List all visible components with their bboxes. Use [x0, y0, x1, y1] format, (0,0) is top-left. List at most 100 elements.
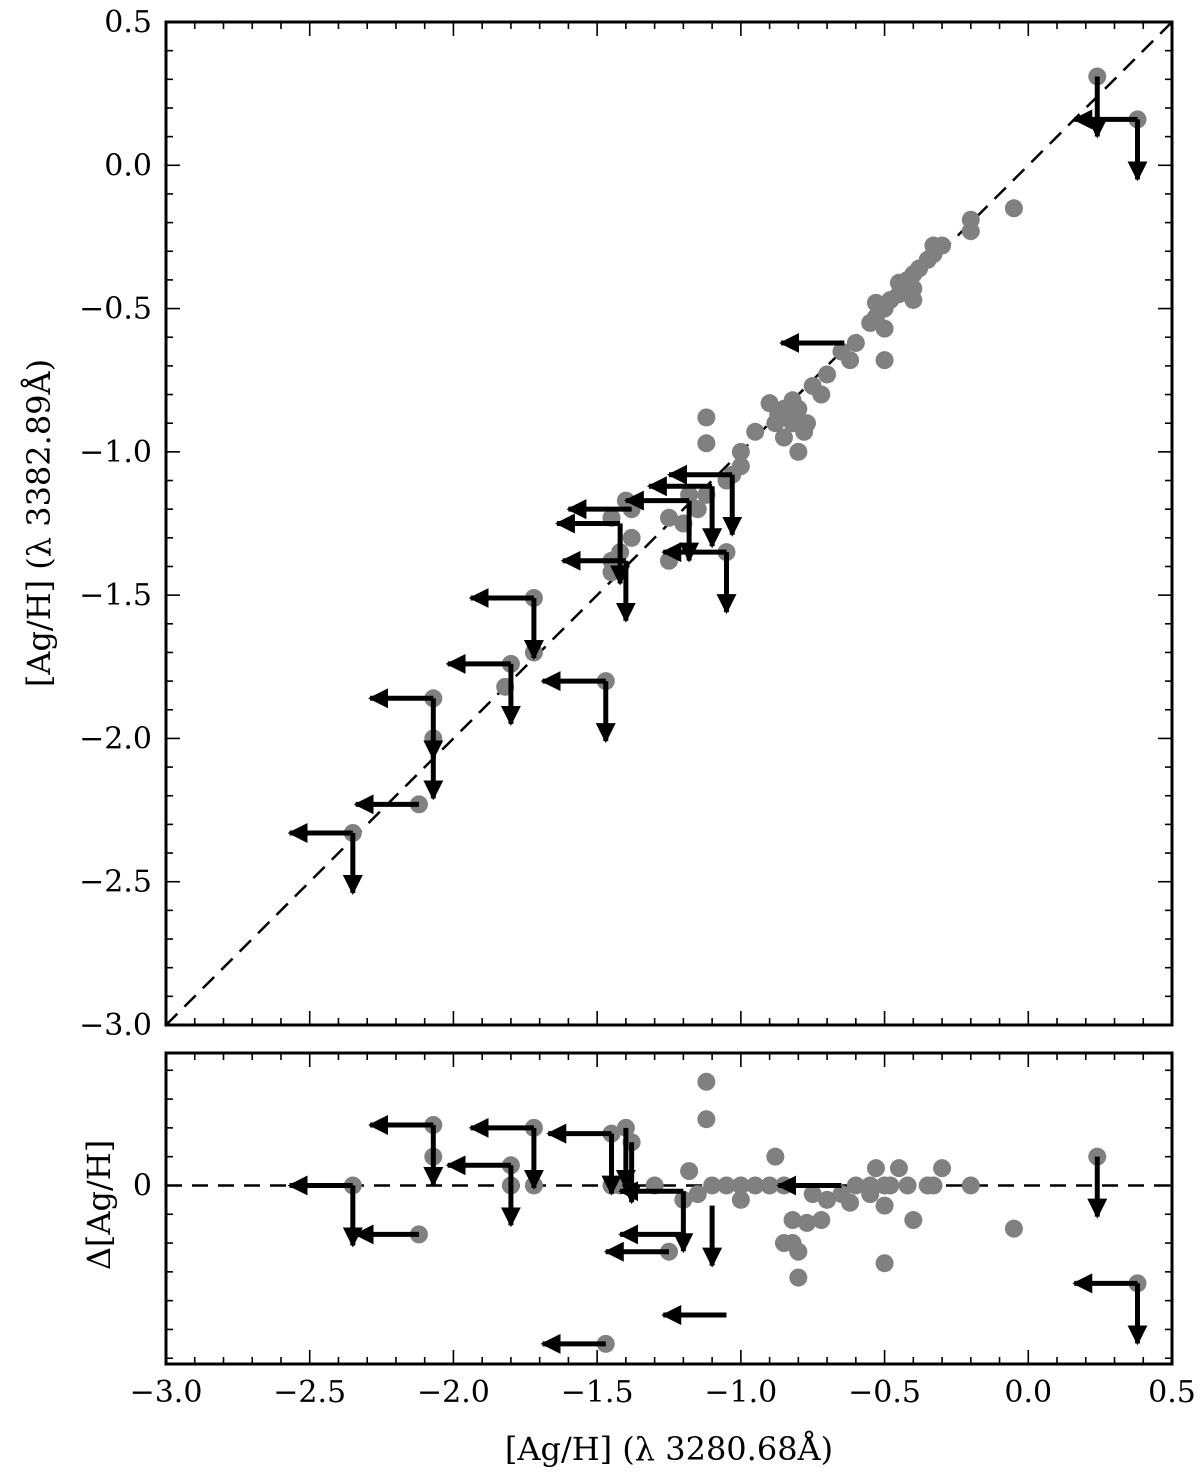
residual-upper-limit-arrow	[1072, 1273, 1148, 1346]
main-data-point	[789, 442, 808, 461]
residual-y-tick-label: 0	[133, 1168, 152, 1203]
main-data-point	[746, 422, 765, 441]
residual-data-point	[898, 1176, 917, 1195]
x-tick-label: −2.0	[417, 1375, 490, 1410]
residual-data-point	[918, 1176, 937, 1195]
residual-data-point	[731, 1190, 750, 1209]
main-data-point	[866, 293, 885, 312]
main-data-point	[783, 414, 802, 433]
x-tick-label: 0.5	[1148, 1375, 1196, 1410]
main-upper-limit-arrow	[445, 653, 521, 726]
residual-plot-frame	[164, 1051, 1174, 1366]
residual-data-point	[766, 1147, 785, 1166]
main-plot-frame	[164, 20, 1174, 1027]
residual-upper-limits	[287, 1114, 1148, 1354]
main-data-point	[774, 428, 793, 447]
main-data-point	[803, 376, 822, 395]
main-data-point	[1004, 199, 1023, 218]
residual-points	[343, 1072, 1147, 1353]
main-upper-limit-arrow	[368, 688, 444, 761]
residual-data-point	[846, 1176, 865, 1195]
residual-data-point	[866, 1159, 885, 1178]
residual-data-point	[697, 1110, 716, 1129]
main-data-point	[622, 528, 641, 547]
main-data-point	[832, 342, 851, 361]
residual-ticks: −3.0 −2.5 −2.0 −1.5 −1.0 −0.5 0.0 0.5 0	[130, 1053, 1196, 1410]
residual-data-point	[933, 1159, 952, 1178]
main-upper-limit-arrow	[1072, 109, 1148, 182]
residual-panel: −3.0 −2.5 −2.0 −1.5 −1.0 −0.5 0.0 0.5 0	[130, 1051, 1196, 1410]
main-ticks: −3.0 −2.5 −2.0 −1.5 −1.0 −0.5 0.0 0.5	[79, 5, 1173, 1043]
residual-upper-limit-arrow	[287, 1175, 363, 1248]
residual-data-point	[688, 1185, 707, 1204]
residual-data-point	[680, 1162, 699, 1181]
residual-data-point	[803, 1185, 822, 1204]
residual-data-point	[875, 1176, 894, 1195]
main-data-point	[766, 414, 785, 433]
residual-data-point	[717, 1176, 736, 1195]
residual-upper-limit-arrow	[468, 1117, 544, 1190]
x-tick-label: −1.0	[704, 1375, 777, 1410]
main-data-point	[875, 351, 894, 370]
main-upper-limit-arrow	[667, 464, 743, 537]
main-data-point	[697, 408, 716, 427]
residual-upper-limit-arrow	[445, 1155, 521, 1228]
main-upper-limits	[287, 76, 1148, 895]
main-y-tick-label: 0.0	[104, 148, 152, 183]
main-data-point	[697, 434, 716, 453]
main-data-point	[760, 394, 779, 413]
main-y-tick-label: −1.0	[79, 435, 152, 470]
x-tick-label: 0.0	[1004, 1375, 1052, 1410]
main-y-tick-label: −2.5	[79, 865, 152, 900]
residual-data-point	[861, 1185, 880, 1204]
main-panel: −3.0 −2.5 −2.0 −1.5 −1.0 −0.5 0.0 0.5	[79, 5, 1174, 1043]
main-data-point	[731, 442, 750, 461]
main-y-tick-label: −3.0	[79, 1008, 152, 1043]
main-data-point	[961, 222, 980, 241]
residual-data-point	[703, 1176, 722, 1195]
main-upper-limit-arrow	[560, 550, 636, 623]
main-upper-limit-arrow	[540, 671, 616, 744]
residual-data-point	[904, 1211, 923, 1230]
main-upper-limit-arrow	[661, 542, 737, 615]
main-upper-limit-arrow	[554, 513, 631, 586]
residual-data-point	[797, 1213, 816, 1232]
main-data-point	[688, 500, 707, 519]
main-data-point	[861, 313, 880, 332]
residual-upper-limit-arrow	[368, 1114, 444, 1187]
x-tick-label: −0.5	[848, 1375, 921, 1410]
main-data-point	[904, 290, 923, 309]
main-points	[343, 67, 1147, 842]
residual-data-point	[774, 1234, 793, 1253]
residual-data-point	[789, 1268, 808, 1287]
residual-data-point	[697, 1072, 716, 1091]
main-upper-limit-arrow	[287, 822, 363, 895]
main-y-tick-label: 0.5	[104, 5, 152, 40]
residual-data-point	[832, 1185, 851, 1204]
main-y-tick-label: −1.5	[79, 578, 152, 613]
residual-data-point	[961, 1176, 980, 1195]
x-tick-label: −2.5	[273, 1375, 346, 1410]
main-data-point	[846, 333, 865, 352]
residual-upper-limit-arrow	[546, 1123, 622, 1196]
residual-y-axis-title: Δ[Ag/H]	[80, 1140, 118, 1270]
main-y-axis-title: [Ag/H] (λ 3382.89Å)	[20, 359, 58, 687]
residual-data-point	[731, 1176, 750, 1195]
residual-data-point	[889, 1159, 908, 1178]
residual-data-point	[818, 1190, 837, 1209]
residual-data-point	[875, 1196, 894, 1215]
residual-data-point	[875, 1254, 894, 1273]
main-data-point	[875, 319, 894, 338]
main-y-tick-label: −2.0	[79, 721, 152, 756]
residual-data-point	[760, 1176, 779, 1195]
main-upper-limit-arrow	[468, 588, 544, 661]
x-tick-label: −3.0	[130, 1375, 203, 1410]
main-upper-limit-arrow	[646, 476, 723, 549]
residual-data-point	[746, 1176, 765, 1195]
main-y-tick-label: −0.5	[79, 292, 152, 327]
residual-data-point	[783, 1211, 802, 1230]
residual-data-point	[812, 1211, 831, 1230]
x-tick-label: −1.5	[561, 1375, 634, 1410]
main-data-point	[818, 365, 837, 384]
